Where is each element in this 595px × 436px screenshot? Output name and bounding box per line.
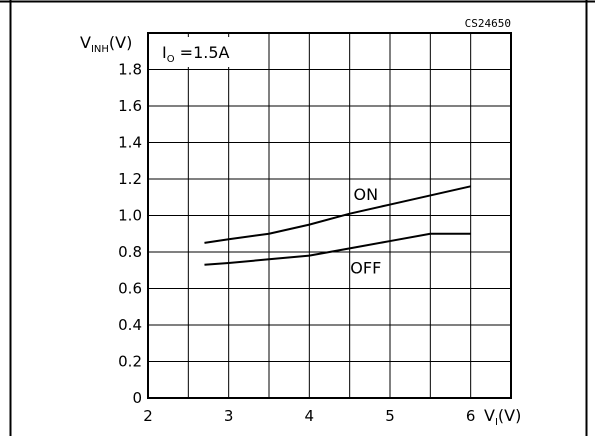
- y-tick-label: 0.4: [118, 316, 142, 334]
- y-tick-label: 1.8: [118, 61, 142, 79]
- series-group: ON OFF: [204, 185, 471, 277]
- y-axis-label: VINH(V): [80, 33, 132, 55]
- x-tick-label: 6: [466, 407, 476, 425]
- series-label-off: OFF: [350, 258, 381, 277]
- y-tick-label: 0.6: [118, 280, 142, 298]
- x-tick-label: 3: [224, 407, 234, 425]
- series-line-off: [204, 232, 471, 266]
- condition-label-box: [151, 37, 249, 67]
- y-tick-label: 1.4: [118, 134, 142, 152]
- x-tick-label: 5: [385, 407, 395, 425]
- y-tick-label: 0: [132, 389, 142, 407]
- y-tick-label: 1.2: [118, 170, 142, 188]
- x-tick-label: 4: [305, 407, 315, 425]
- y-tick-label: 1.0: [118, 207, 142, 225]
- y-tick-labels: 0 0.2 0.4 0.6 0.8 1.0 1.2 1.4 1.6 1.8: [118, 61, 142, 408]
- figure-code: CS24650: [465, 17, 511, 30]
- x-tick-labels: 2 3 4 5 6: [143, 407, 475, 425]
- series-label-on: ON: [354, 185, 379, 204]
- y-tick-label: 0.8: [118, 243, 142, 261]
- y-tick-label: 1.6: [118, 97, 142, 115]
- y-tick-label: 0.2: [118, 353, 142, 371]
- x-tick-label: 2: [143, 407, 153, 425]
- grid-lines: [148, 33, 511, 398]
- x-axis-label: VI(V): [484, 406, 521, 428]
- plot-border: [147, 32, 512, 399]
- condition-label: IO =1.5A: [162, 43, 230, 65]
- series-line-on: [204, 185, 471, 244]
